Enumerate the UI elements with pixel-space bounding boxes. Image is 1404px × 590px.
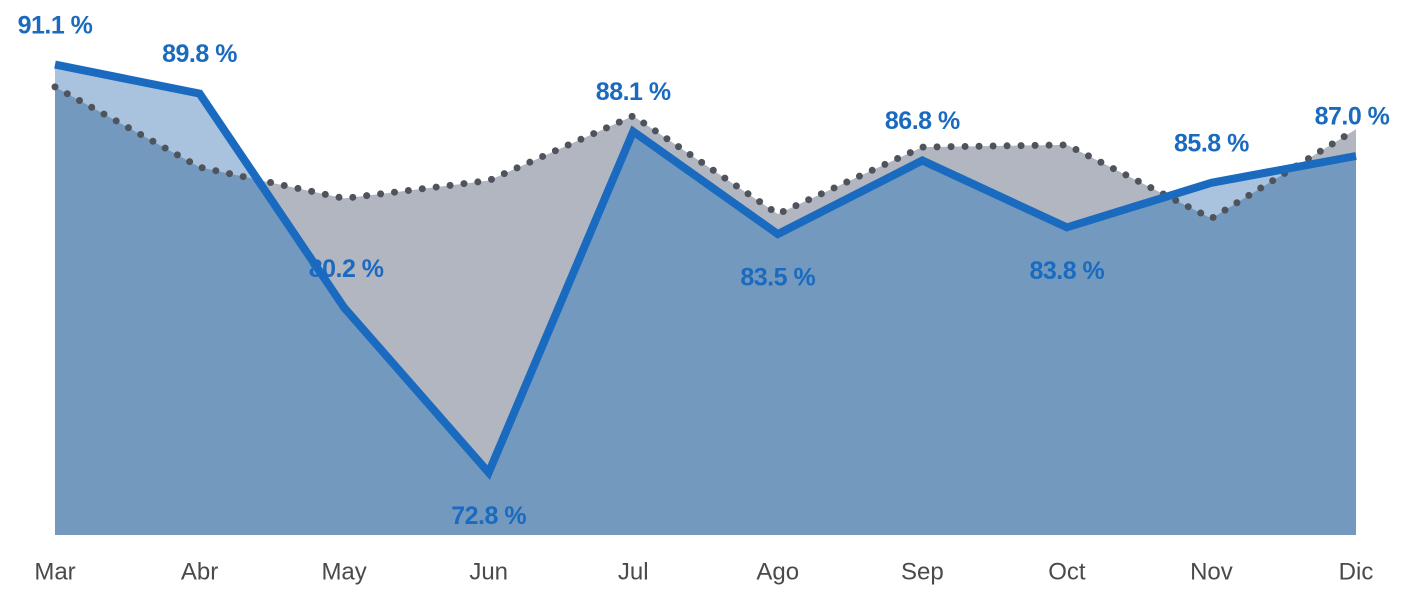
- data-label: 85.8 %: [1174, 129, 1249, 157]
- x-tick-label: Abr: [181, 558, 218, 585]
- line: [51, 83, 1360, 223]
- data-label: 83.8 %: [1029, 257, 1104, 285]
- line: [54, 60, 1357, 481]
- x-tick-label: Jul: [618, 558, 649, 585]
- data-label: 87.0 %: [1315, 103, 1390, 131]
- x-tick-label: Jun: [469, 558, 508, 585]
- x-tick-label: Nov: [1190, 558, 1233, 585]
- data-label: 83.5 %: [740, 264, 815, 292]
- area-overlap: [55, 86, 1356, 535]
- x-tick-label: Sep: [901, 558, 944, 585]
- data-label: 86.8 %: [885, 107, 960, 135]
- x-tick-label: Oct: [1048, 558, 1086, 585]
- data-label: 88.1 %: [596, 78, 671, 106]
- x-tick-label: Dic: [1339, 558, 1374, 585]
- data-label: 72.8 %: [451, 502, 526, 530]
- data-label: 91.1 %: [18, 11, 93, 39]
- x-tick-label: May: [321, 558, 366, 585]
- x-tick-label: Mar: [34, 558, 75, 585]
- x-tick-label: Ago: [756, 558, 799, 585]
- data-label: 89.8 %: [162, 40, 237, 68]
- data-label: 80.2 %: [309, 255, 384, 283]
